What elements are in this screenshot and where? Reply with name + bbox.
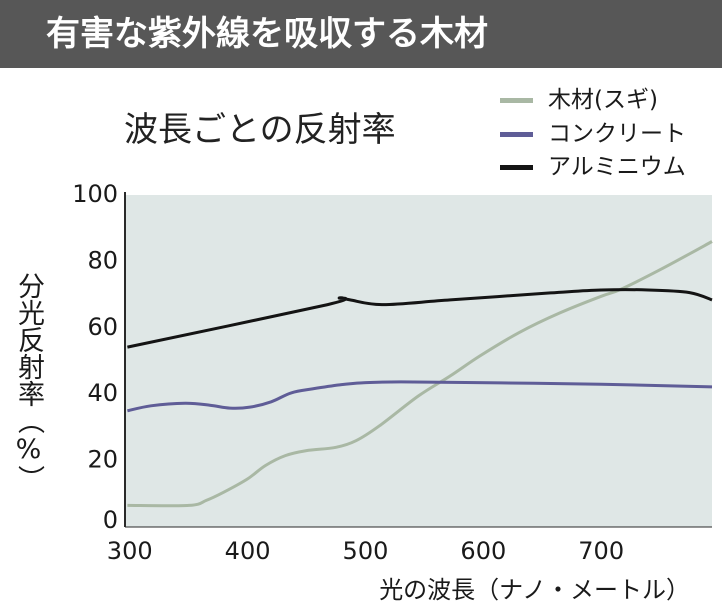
legend-swatch-concrete bbox=[500, 131, 533, 137]
x-tick-label: 600 bbox=[460, 537, 506, 565]
legend: 木材(スギ) コンクリート アルミニウム bbox=[498, 86, 698, 187]
legend-label-aluminum: アルミニウム bbox=[548, 154, 686, 180]
legend-item-aluminum: アルミニウム bbox=[498, 153, 698, 187]
y-axis-label: 分光反射率（%） bbox=[13, 272, 44, 492]
series-line-aluminum bbox=[127, 288, 713, 349]
series-line-concrete bbox=[127, 380, 713, 413]
y-tick-label: 60 bbox=[87, 313, 118, 341]
series-layer bbox=[127, 240, 713, 508]
y-tick-label: 40 bbox=[87, 379, 118, 407]
header-bar: 有害な紫外線を吸収する木材 bbox=[0, 0, 722, 68]
y-tick-label: 80 bbox=[87, 246, 118, 274]
y-tick-label: 20 bbox=[87, 446, 118, 474]
x-tick-label: 700 bbox=[578, 537, 624, 565]
legend-item-concrete: コンクリート bbox=[498, 120, 698, 154]
series-line-wood bbox=[127, 240, 713, 508]
chart-title: 波長ごとの反射率 bbox=[124, 110, 396, 150]
legend-swatch-aluminum bbox=[500, 165, 533, 170]
header-title: 有害な紫外線を吸収する木材 bbox=[46, 14, 488, 54]
legend-swatch-wood bbox=[500, 98, 533, 103]
tick-labels: 0 20 40 60 80 100 300 400 500 600 700 bbox=[72, 180, 624, 565]
y-tick-label: 100 bbox=[72, 180, 118, 208]
x-tick-label: 300 bbox=[107, 537, 153, 565]
x-axis-label: 光の波長（ナノ・メートル） bbox=[379, 576, 690, 604]
legend-item-wood: 木材(スギ) bbox=[498, 86, 698, 120]
x-tick-label: 400 bbox=[225, 537, 271, 565]
x-tick-label: 500 bbox=[343, 537, 389, 565]
legend-label-concrete: コンクリート bbox=[548, 120, 686, 147]
legend-label-wood: 木材(スギ) bbox=[548, 87, 658, 113]
plot-area bbox=[125, 195, 712, 527]
y-tick-label: 0 bbox=[103, 506, 118, 534]
